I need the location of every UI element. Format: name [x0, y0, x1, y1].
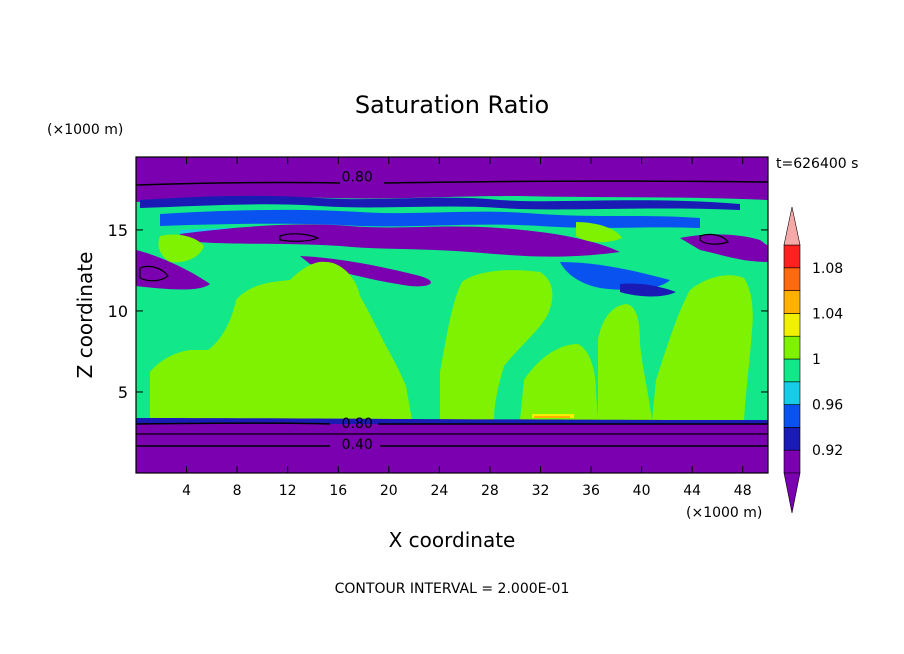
- x-tick-label-4: 20: [380, 483, 398, 499]
- region-green-tower-5: [652, 275, 753, 420]
- region-dry-tongue-upper: [180, 224, 620, 257]
- region-green-tower-3: [520, 344, 598, 420]
- region-blue-patch-2: [620, 283, 676, 297]
- colorbar-band-6: [783, 313, 801, 337]
- contour-080-upper: [136, 180, 768, 186]
- region-upper-darkblue: [140, 195, 740, 210]
- z-unit-label: (×1000 m): [47, 122, 123, 138]
- region-lower-dry: [136, 424, 768, 473]
- colorbar-band-2: [783, 404, 801, 428]
- x-tick-label-11: 48: [734, 483, 752, 499]
- y-tick-label-0: 5: [118, 383, 128, 402]
- colorbar-tick-label-2: 1: [812, 352, 821, 368]
- colorbar-tick-label-1: 0.96: [812, 398, 843, 414]
- region-green-tower-1: [150, 261, 412, 420]
- y-tick-label-2: 15: [108, 221, 128, 240]
- x-tick-label-5: 24: [430, 483, 448, 499]
- region-near-surface-orange: [534, 416, 570, 418]
- colorbar-over-arrow: [783, 206, 801, 246]
- region-blue-patch-1: [560, 262, 670, 290]
- y-tick-label-1: 10: [108, 302, 128, 321]
- x-axis: 4 8 12 16 20 24 28 32 36 40 44 48: [182, 157, 752, 499]
- x-tick-label-8: 36: [582, 483, 600, 499]
- x-tick-label-6: 28: [481, 483, 499, 499]
- colorbar-band-8: [783, 267, 801, 291]
- plot-frame: [135, 156, 769, 474]
- colorbar-band-7: [783, 290, 801, 314]
- contour-label-1: 0.80: [342, 416, 373, 432]
- chart-title: Saturation Ratio: [355, 91, 549, 119]
- colorbar-band-9: [783, 244, 801, 269]
- contour-labels: 0.80 0.80 0.40: [342, 169, 373, 452]
- contour-label-2: 0.40: [342, 437, 373, 453]
- x-tick-label-0: 4: [182, 483, 191, 499]
- colorbar-band-3: [783, 381, 801, 405]
- contour-080-lower: [136, 422, 768, 425]
- x-axis-label: X coordinate: [389, 528, 516, 552]
- contour-label-0: 0.80: [342, 169, 373, 185]
- region-green-patch-left: [158, 234, 204, 263]
- y-axis: 5 10 15: [108, 221, 768, 402]
- region-upper-blue: [160, 209, 700, 228]
- plot-area: 0.80 0.80 0.40: [136, 157, 768, 473]
- region-green-patch-upper: [576, 222, 622, 243]
- x-tick-label-9: 40: [633, 483, 651, 499]
- colorbar-band-0: [783, 449, 801, 474]
- colorbar-band-5: [783, 335, 801, 360]
- colorbar-tick-label-3: 1.04: [812, 306, 843, 322]
- contour-interval-footer: CONTOUR INTERVAL = 2.000E-01: [335, 581, 570, 597]
- colorbar-band-4: [783, 358, 801, 383]
- region-dry-left: [136, 250, 210, 290]
- region-green-tower-2: [440, 270, 553, 420]
- region-green-tower-4: [598, 304, 652, 420]
- x-tick-label-7: 32: [532, 483, 550, 499]
- colorbar: 0.92 0.96 1 1.04 1.08: [783, 206, 843, 514]
- x-tick-label-1: 8: [233, 483, 242, 499]
- time-label: t=626400 s: [776, 156, 858, 172]
- colorbar-tick-label-4: 1.08: [812, 261, 843, 277]
- contour-dry-loop-2: [139, 265, 169, 282]
- x-tick-label-2: 12: [279, 483, 297, 499]
- y-axis-label: Z coordinate: [73, 252, 97, 379]
- x-unit-label: (×1000 m): [686, 505, 762, 521]
- colorbar-tick-label-0: 0.92: [812, 443, 843, 459]
- x-tick-label-10: 44: [683, 483, 701, 499]
- x-tick-label-3: 16: [329, 483, 347, 499]
- colorbar-band-1: [783, 427, 801, 451]
- colorbar-under-arrow: [783, 472, 801, 514]
- contour-dry-loop-3: [699, 233, 729, 245]
- contour-dry-loop-1: [279, 233, 320, 242]
